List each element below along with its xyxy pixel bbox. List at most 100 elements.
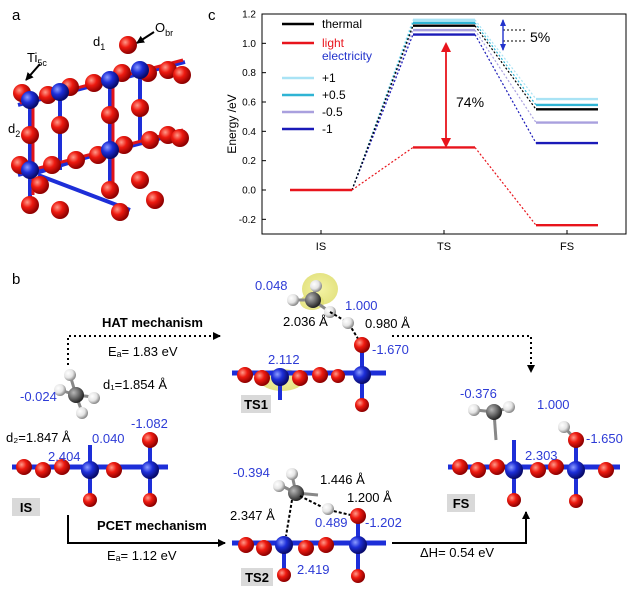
oxygen-atom xyxy=(131,99,149,117)
energy-series xyxy=(290,18,598,227)
connector-+0.5 xyxy=(474,22,537,106)
connector-thermal xyxy=(351,25,414,191)
fs-h-charge: 1.000 xyxy=(537,397,570,412)
legend-label-+0.5: +0.5 xyxy=(322,88,346,102)
tio2-structure xyxy=(11,36,191,221)
y-tick-label: -0.2 xyxy=(239,215,257,226)
ts1-structure xyxy=(232,273,386,412)
d1-label: d1 xyxy=(93,34,105,52)
ts2-to-fs-arrow xyxy=(392,511,530,544)
y-axis-label: Energy /eV xyxy=(225,94,239,153)
ts1-distance-2: 0.980 Å xyxy=(365,316,410,331)
connector--1 xyxy=(474,34,537,144)
oxygen-atom xyxy=(51,116,69,134)
connector-+1 xyxy=(351,19,414,191)
d2-label: d2 xyxy=(8,121,20,139)
electricity-arrow-head-top xyxy=(500,19,506,26)
ts2-c-ti-distance: 2.347 Å xyxy=(230,508,275,523)
is-structure xyxy=(12,369,168,507)
electricity-arrow-head-bottom xyxy=(500,44,506,51)
y-tick-label: 0.6 xyxy=(242,98,256,109)
oxygen-atom xyxy=(146,191,164,209)
light-percent-label: 74% xyxy=(456,94,484,110)
ts1-box xyxy=(241,395,271,413)
series-thermal xyxy=(351,24,598,191)
ts1-ti-distance: 2.112 xyxy=(268,352,300,367)
y-tick-label: 0.8 xyxy=(242,68,256,79)
titanium-atom xyxy=(21,161,39,179)
fs-box-label: FS xyxy=(453,496,470,511)
fs-o-charge: -1.650 xyxy=(586,431,623,446)
titanium-atom xyxy=(101,141,119,159)
series-+1 xyxy=(351,18,598,191)
oxygen-atom xyxy=(159,61,177,79)
ts2-h-o-distance: 1.200 Å xyxy=(347,490,392,505)
oxygen-atom xyxy=(171,129,189,147)
electricity-percent-label: 5% xyxy=(530,29,550,45)
y-ticks: -0.2 0.0 0.2 0.4 0.6 0.8 1.0 1.2 xyxy=(239,10,266,226)
light-arrow-head-top xyxy=(441,42,451,52)
connector--0.5 xyxy=(474,29,537,123)
oxygen-atom xyxy=(141,131,159,149)
fs-c-charge: -0.376 xyxy=(460,386,497,401)
ts1-h2-charge: 1.000 xyxy=(345,298,378,313)
connector-light xyxy=(351,146,414,191)
pcet-activation-energy: Eₐ= 1.12 eV xyxy=(107,548,177,563)
pcet-title: PCET mechanism xyxy=(97,518,207,533)
oxygen-atom xyxy=(21,196,39,214)
oxygen-atom xyxy=(101,106,119,124)
titanium-atom xyxy=(21,91,39,109)
ti-o-bond xyxy=(37,173,131,212)
panel-label-b: b xyxy=(12,271,20,288)
oxygen-atom xyxy=(85,74,103,92)
ts2-box xyxy=(241,568,273,586)
x-tick-label: FS xyxy=(560,241,574,253)
connector-thermal xyxy=(474,25,537,110)
oxygen-atom xyxy=(31,176,49,194)
ts2-h-charge: 0.489 xyxy=(315,515,348,530)
fs-structure xyxy=(448,401,620,508)
y-tick-label: 0.4 xyxy=(242,127,256,138)
ts2-ti-distance: 2.419 xyxy=(297,562,330,577)
oxygen-atom xyxy=(21,126,39,144)
hat-activation-energy: Eₐ= 1.83 eV xyxy=(108,344,178,359)
legend-label-thermal: thermal xyxy=(322,17,362,31)
ts2-box-label: TS2 xyxy=(245,570,269,585)
oxygen-atom xyxy=(119,36,137,54)
obr-label: Obr xyxy=(155,20,173,38)
titanium-atom xyxy=(101,71,119,89)
series--1 xyxy=(351,33,598,191)
titanium-atom xyxy=(51,83,69,101)
y-tick-label: 0.2 xyxy=(242,156,256,167)
is-ti-distance: 2.404 xyxy=(48,449,81,464)
is-box xyxy=(12,498,40,516)
is-d1-distance: d₁=1.854 Å xyxy=(103,377,167,392)
pcet-path-arrow xyxy=(67,515,226,547)
hat-path-arrow xyxy=(67,332,221,365)
ts2-h-c-distance: 1.446 Å xyxy=(320,472,365,487)
ti5c-label: Ti5c xyxy=(27,50,47,68)
x-ticks: IS TS FS xyxy=(316,230,574,253)
legend-label--0.5: -0.5 xyxy=(322,105,343,119)
ts1-to-fs-arrow xyxy=(392,335,535,373)
hat-title: HAT mechanism xyxy=(102,315,203,330)
fs-box xyxy=(447,494,475,512)
oxygen-atom xyxy=(67,151,85,169)
series-light xyxy=(290,146,598,227)
y-tick-label: 0.0 xyxy=(242,186,256,197)
titanium-atom xyxy=(131,61,149,79)
fs-ti-distance: 2.303 xyxy=(525,448,558,463)
oxygen-atom xyxy=(111,203,129,221)
is-d2-distance: d₂=1.847 Å xyxy=(6,430,71,445)
panel-label-c: c xyxy=(208,7,216,24)
y-tick-label: 1.2 xyxy=(242,10,256,21)
x-tick-label: IS xyxy=(316,241,326,253)
reaction-enthalpy: ΔH= 0.54 eV xyxy=(420,545,494,560)
legend-label-+1: +1 xyxy=(322,71,336,85)
y-tick-label: 1.0 xyxy=(242,39,256,50)
connector-light xyxy=(474,147,537,226)
ts1-h-charge: 0.048 xyxy=(255,278,288,293)
connector-+1 xyxy=(474,19,537,100)
